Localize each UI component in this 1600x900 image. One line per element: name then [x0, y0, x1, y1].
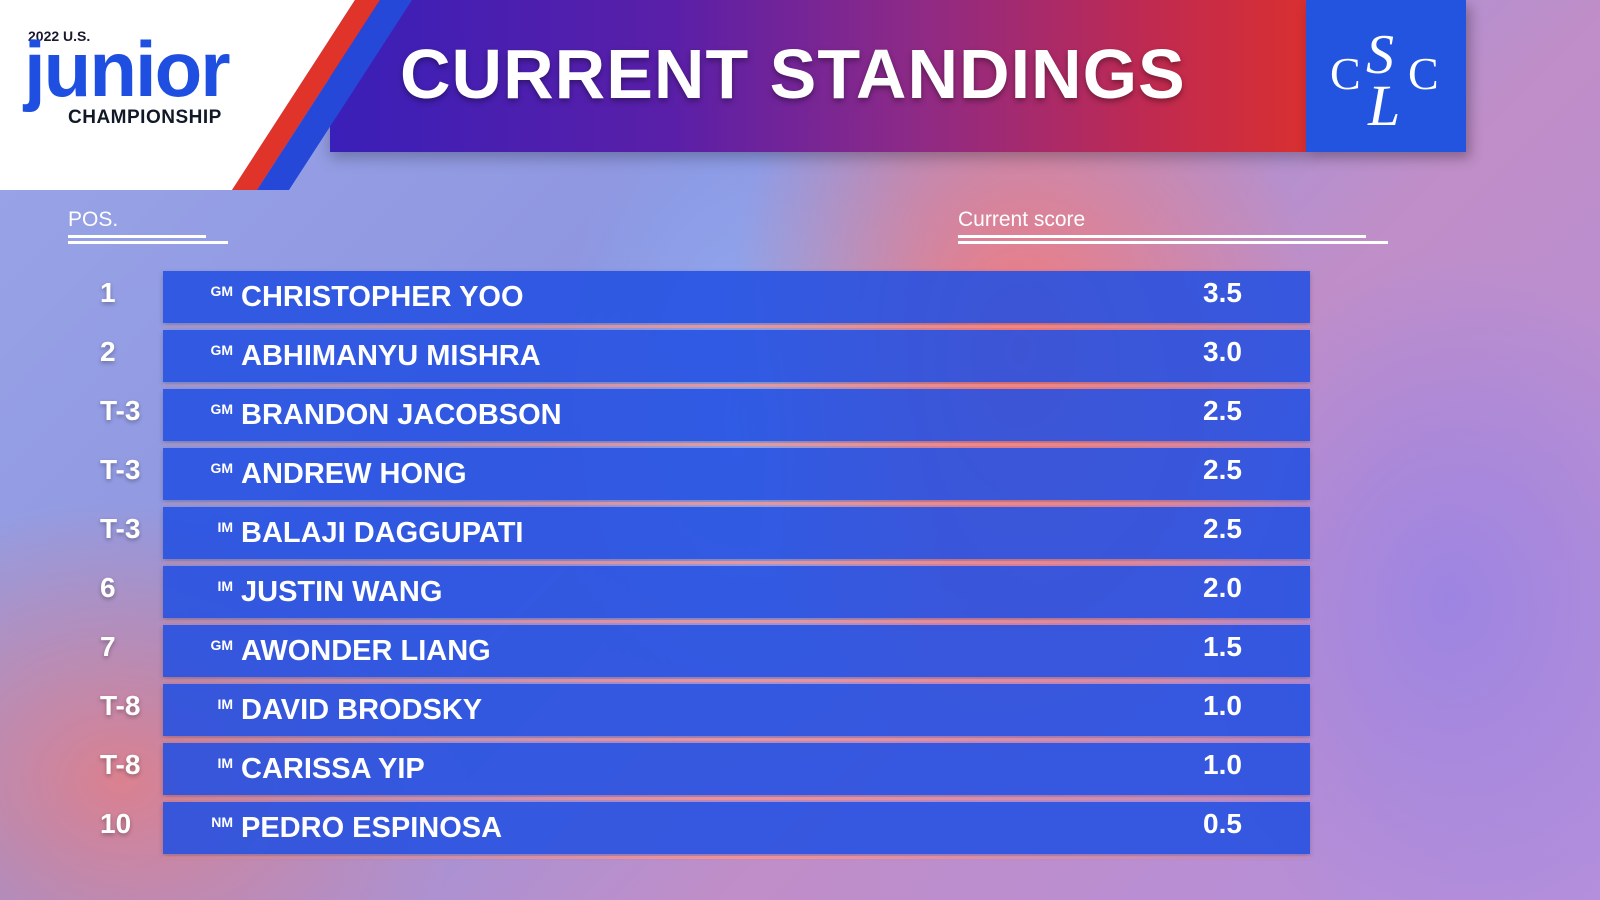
- standings-row: 2 GM ABHIMANYU MISHRA 3.0: [0, 330, 1600, 387]
- player-title: IM: [217, 519, 233, 535]
- player-name: CHRISTOPHER YOO: [241, 281, 524, 313]
- cslc-monogram-icon: C C S L: [1330, 24, 1439, 131]
- standings-row: T-8 IM DAVID BRODSKY 1.0: [0, 684, 1600, 741]
- standings-row: T-3 GM BRANDON JACOBSON 2.5: [0, 389, 1600, 446]
- player-name: ABHIMANYU MISHRA: [241, 340, 541, 372]
- svg-text:C: C: [1408, 48, 1439, 99]
- player-name: ANDREW HONG: [241, 458, 467, 490]
- player-score: 2.5: [1203, 395, 1242, 426]
- player-score: 2.5: [1203, 454, 1242, 485]
- player-bar: IM JUSTIN WANG 2.0: [163, 566, 1310, 623]
- svg-text:S: S: [1366, 24, 1394, 86]
- position: T-3: [100, 513, 141, 544]
- player-bar: NM PEDRO ESPINOSA 0.5: [163, 802, 1310, 859]
- event-subtitle: CHAMPIONSHIP: [68, 107, 222, 128]
- title-banner: [330, 0, 1310, 152]
- player-bar: IM CARISSA YIP 1.0: [163, 743, 1310, 800]
- standings-row: 10 NM PEDRO ESPINOSA 0.5: [0, 802, 1600, 859]
- standings-row: T-8 IM CARISSA YIP 1.0: [0, 743, 1600, 800]
- standings-row: T-3 GM ANDREW HONG 2.5: [0, 448, 1600, 505]
- event-year: 2022 U.S.: [28, 28, 91, 44]
- player-bar: GM ABHIMANYU MISHRA 3.0: [163, 330, 1310, 387]
- position: T-3: [100, 395, 141, 426]
- position-header-label: POS.: [68, 208, 119, 231]
- player-bar: IM BALAJI DAGGUPATI 2.5: [163, 507, 1310, 564]
- player-bar: GM AWONDER LIANG 1.5: [163, 625, 1310, 682]
- position: T-8: [100, 690, 141, 721]
- player-name: AWONDER LIANG: [241, 635, 491, 667]
- player-name: BALAJI DAGGUPATI: [241, 517, 524, 549]
- player-title: GM: [210, 401, 233, 417]
- player-title: NM: [211, 814, 233, 830]
- position: 1: [100, 277, 116, 308]
- player-title: GM: [210, 460, 233, 476]
- player-score: 2.0: [1203, 572, 1242, 603]
- position: T-8: [100, 749, 141, 780]
- org-logo: C C S L: [1306, 0, 1466, 152]
- player-score: 2.5: [1203, 513, 1242, 544]
- player-title: GM: [210, 342, 233, 358]
- standings-row: 7 GM AWONDER LIANG 1.5: [0, 625, 1600, 682]
- page-title: CURRENT STANDINGS: [400, 35, 1186, 113]
- svg-text:L: L: [1367, 73, 1400, 131]
- position: T-3: [100, 454, 141, 485]
- position: 7: [100, 631, 116, 662]
- player-score: 1.0: [1203, 690, 1242, 721]
- svg-text:C: C: [1330, 48, 1361, 99]
- player-title: IM: [217, 578, 233, 594]
- player-title: IM: [217, 755, 233, 771]
- player-bar: GM ANDREW HONG 2.5: [163, 448, 1310, 505]
- player-score: 3.5: [1203, 277, 1242, 308]
- player-name: CARISSA YIP: [241, 753, 425, 785]
- player-name: JUSTIN WANG: [241, 576, 443, 608]
- event-name: junior: [24, 25, 231, 113]
- score-header-label: Current score: [958, 208, 1086, 231]
- player-bar: GM BRANDON JACOBSON 2.5: [163, 389, 1310, 446]
- position-column-header: POS.: [68, 208, 228, 244]
- position: 2: [100, 336, 116, 367]
- player-name: PEDRO ESPINOSA: [241, 812, 503, 844]
- standings-row: T-3 IM BALAJI DAGGUPATI 2.5: [0, 507, 1600, 564]
- standings-row: 1 GM CHRISTOPHER YOO 3.5: [0, 271, 1600, 328]
- position: 6: [100, 572, 116, 603]
- player-score: 0.5: [1203, 808, 1242, 839]
- standings-row: 6 IM JUSTIN WANG 2.0: [0, 566, 1600, 623]
- player-name: DAVID BRODSKY: [241, 694, 483, 726]
- player-name: BRANDON JACOBSON: [241, 399, 562, 431]
- player-score: 1.0: [1203, 749, 1242, 780]
- player-bar: GM CHRISTOPHER YOO 3.5: [163, 271, 1310, 328]
- player-title: IM: [217, 696, 233, 712]
- event-logo: 2022 U.S. junior CHAMPIONSHIP: [0, 0, 420, 190]
- score-column-header: Current score: [958, 208, 1388, 244]
- player-score: 1.5: [1203, 631, 1242, 662]
- player-title: GM: [210, 283, 233, 299]
- player-score: 3.0: [1203, 336, 1242, 367]
- player-title: GM: [210, 637, 233, 653]
- position: 10: [100, 808, 132, 839]
- player-bar: IM DAVID BRODSKY 1.0: [163, 684, 1310, 741]
